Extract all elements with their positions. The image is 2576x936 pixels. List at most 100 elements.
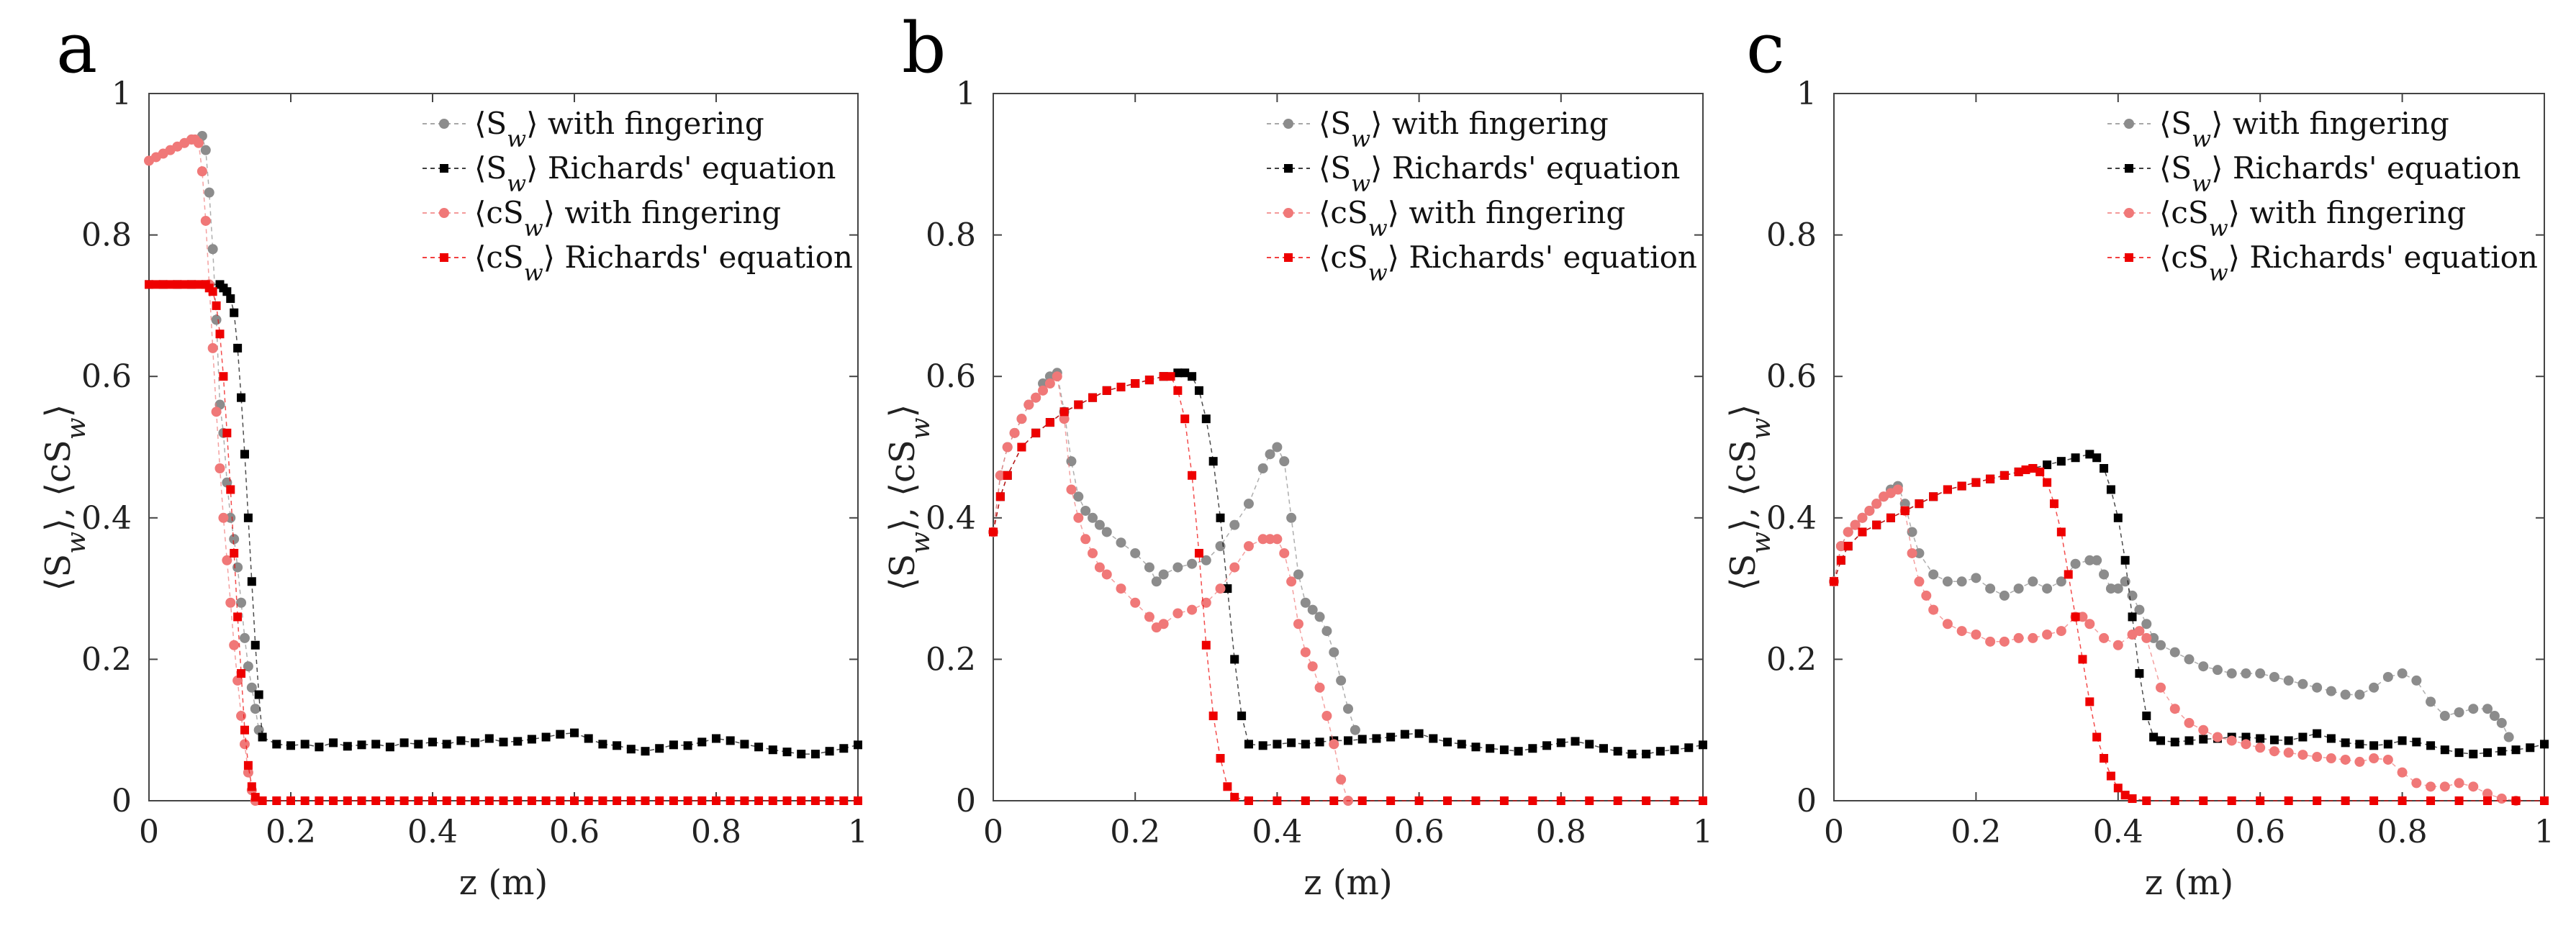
data-point (1187, 604, 1198, 615)
data-point (1144, 562, 1154, 573)
data-point (1229, 562, 1240, 573)
data-point (286, 741, 295, 750)
data-point (222, 287, 232, 296)
data-point (1892, 484, 1903, 495)
data-point (2042, 629, 2053, 640)
data-point (180, 280, 189, 289)
data-point (428, 796, 437, 805)
data-point (2340, 754, 2351, 765)
data-point (2382, 754, 2393, 765)
data-point (2134, 626, 2145, 637)
data-point (2028, 576, 2038, 587)
data-point (243, 513, 253, 522)
data-point (2013, 583, 2024, 594)
legend-marker (1284, 164, 1293, 173)
data-point (1265, 449, 1275, 460)
data-point (2313, 796, 2322, 805)
legend-marker (1283, 208, 1293, 218)
data-point (810, 796, 820, 805)
x-tick-label: 0.8 (2377, 814, 2428, 850)
data-point (2135, 669, 2144, 678)
data-point (1921, 590, 1932, 601)
data-point (1414, 729, 1424, 738)
data-point (995, 492, 1005, 501)
data-point (219, 372, 228, 381)
legend-label: ⟨Sw⟩ Richards' equation (2159, 150, 2521, 197)
data-point (247, 782, 256, 791)
data-point (1301, 796, 1310, 805)
data-point (1670, 745, 1679, 755)
data-point (1094, 519, 1105, 530)
y-tick-label: 0.2 (81, 641, 132, 678)
data-point (2113, 513, 2123, 522)
data-point (1201, 597, 1211, 608)
data-point (1942, 619, 1953, 630)
x-tick-label: 0.2 (1951, 814, 2001, 850)
data-point (2454, 707, 2464, 718)
data-point (2241, 739, 2251, 750)
x-tick-label: 0.6 (2235, 814, 2285, 850)
legend-marker (2125, 253, 2133, 262)
legend-label: ⟨cSw⟩ with fingering (1319, 195, 1625, 242)
data-point (2105, 583, 2116, 594)
data-point (1287, 738, 1296, 748)
x-axis-title: z (m) (1303, 863, 1393, 903)
data-point (2383, 740, 2392, 749)
panel-a: a 0 0.2 0.4 0.6 0.8 1 0 0.2 0.4 0.6 0.8 1 z (m) ⟨Sw⟩, … (38, 8, 868, 903)
data-point (2120, 791, 2130, 800)
series-line (149, 283, 858, 801)
data-point (2426, 781, 2436, 792)
y-axis-title: ⟨Sw⟩, ⟨cSw⟩ (1723, 404, 1776, 591)
data-point (2454, 778, 2464, 789)
data-point (2212, 732, 2223, 742)
data-point (2503, 732, 2514, 742)
legend: ⟨Sw⟩ with fingering⟨Sw⟩ Richards' equati… (2107, 106, 2538, 286)
data-point (222, 555, 232, 565)
data-point (2134, 604, 2145, 615)
x-tick-label: 0.4 (407, 814, 458, 850)
data-point (2326, 734, 2336, 743)
data-point (1929, 492, 1938, 501)
data-point (1457, 740, 1466, 749)
data-point (233, 612, 243, 622)
data-point (2156, 640, 2166, 650)
data-point (1301, 740, 1310, 749)
data-point (1914, 547, 1925, 558)
legend-marker (439, 119, 449, 129)
data-point (1872, 520, 1881, 530)
data-point (598, 740, 607, 749)
data-point (1172, 608, 1183, 619)
x-tick-label: 0.6 (549, 814, 600, 850)
data-point (1073, 512, 1084, 523)
data-point (1336, 675, 1347, 686)
y-tick-label: 0.2 (1766, 641, 1817, 678)
data-point (810, 750, 820, 759)
data-point (2497, 747, 2506, 756)
y-tick-label: 0.2 (926, 641, 976, 678)
legend-label: ⟨cSw⟩ with fingering (474, 195, 781, 242)
data-point (1194, 386, 1203, 395)
data-point (1044, 378, 1055, 389)
data-point (1871, 499, 1882, 509)
data-point (2112, 640, 2123, 650)
data-point (1864, 505, 1875, 516)
data-point (2354, 756, 2365, 767)
data-point (2256, 796, 2265, 805)
data-point (2084, 555, 2095, 565)
data-point (1956, 626, 1967, 637)
data-point (1293, 569, 1303, 580)
data-point (1670, 796, 1679, 805)
data-point (1556, 796, 1565, 805)
legend-label: ⟨Sw⟩ with fingering (2159, 106, 2449, 153)
data-point (1999, 590, 2010, 601)
data-point (272, 740, 281, 749)
data-point (456, 736, 466, 745)
data-point (343, 742, 352, 751)
data-point (2099, 569, 2110, 580)
data-point (1102, 386, 1111, 395)
data-point (232, 562, 243, 573)
data-point (1216, 754, 1225, 763)
data-point (2355, 740, 2364, 749)
data-point (825, 747, 834, 756)
data-point (2014, 467, 2023, 476)
